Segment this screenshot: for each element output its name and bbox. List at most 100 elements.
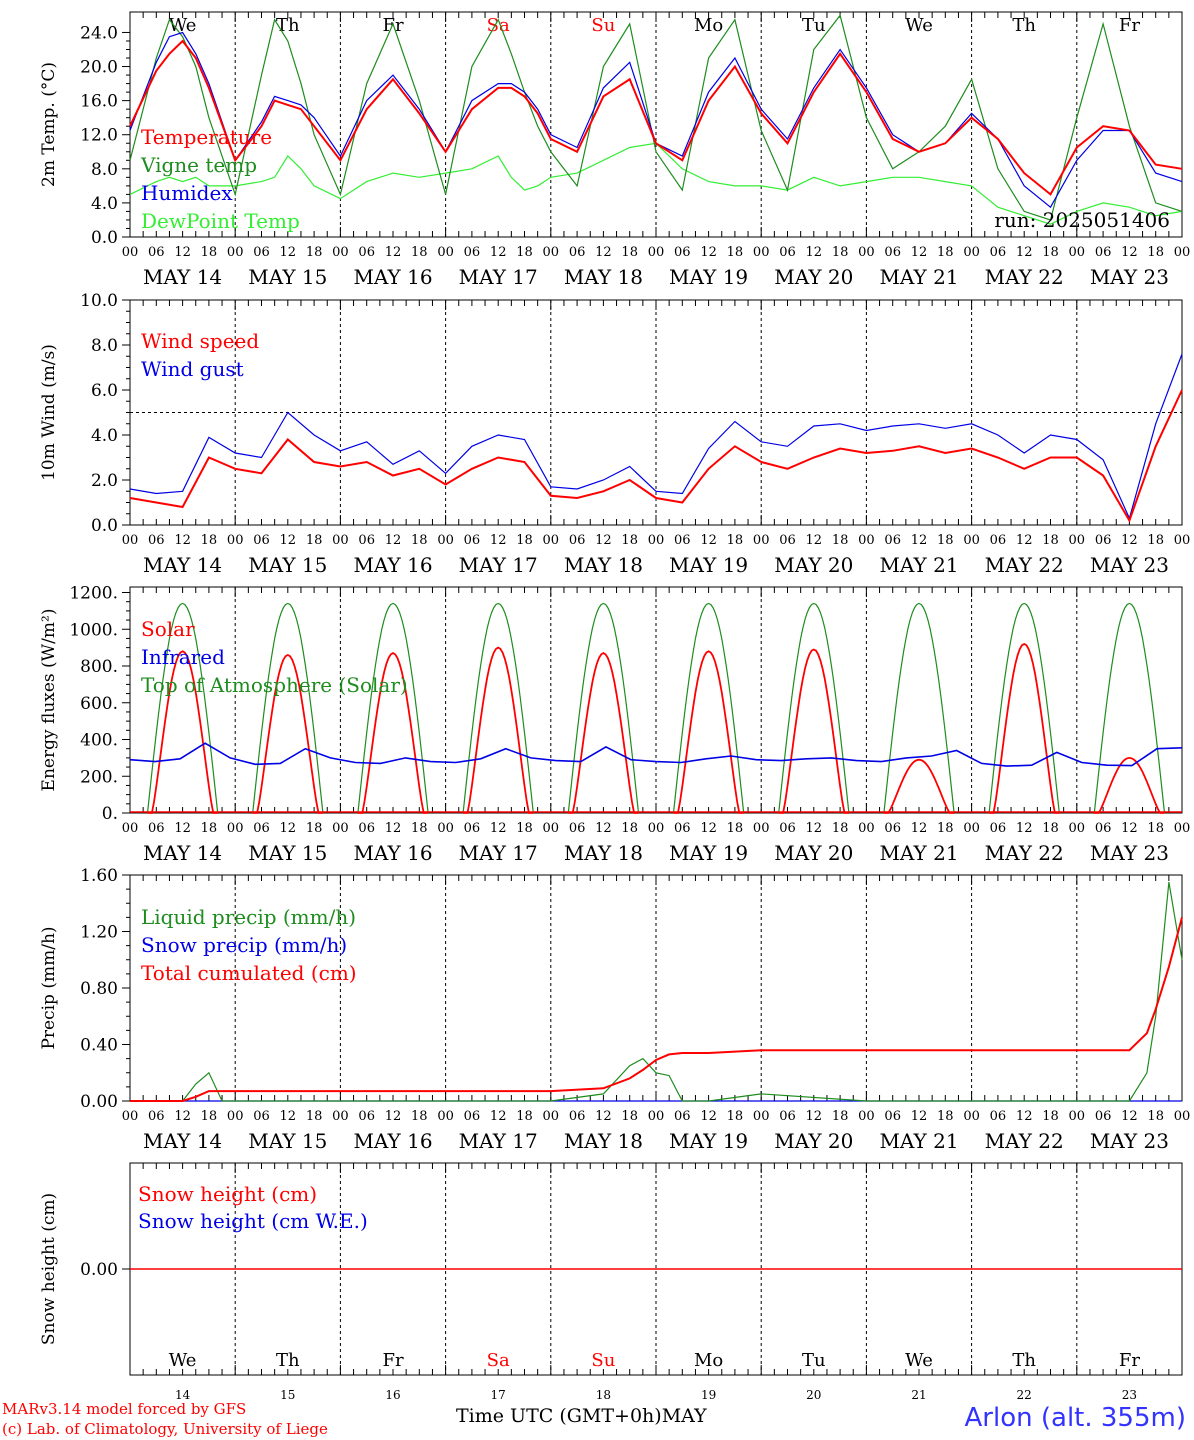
hour-tick-label: 06	[884, 245, 901, 260]
y-tick-label: 0.00	[80, 1092, 118, 1112]
infrared-line	[129, 742, 1183, 767]
y-tick-label: 24.0	[80, 23, 118, 43]
date-label: MAY 17	[459, 1129, 538, 1153]
y-tick-label: 400.	[80, 731, 118, 751]
hour-tick-label: 18	[411, 533, 428, 548]
hour-tick-label: 18	[411, 1109, 428, 1124]
legend-entry: Humidex	[141, 181, 233, 205]
hour-tick-label: 06	[674, 533, 691, 548]
date-label: MAY 21	[879, 1129, 958, 1153]
model-credit: MARv3.14 model forced by GFS	[2, 1400, 247, 1418]
date-label: MAY 18	[564, 1129, 643, 1153]
hour-tick-label: 06	[569, 1109, 586, 1124]
toa-solar-line	[778, 602, 850, 814]
day-name-top: We	[169, 15, 197, 36]
date-label: MAY 14	[143, 1129, 222, 1153]
hour-tick-label: 12	[1016, 245, 1033, 260]
hour-tick-label: 18	[1147, 245, 1164, 260]
date-label: MAY 23	[1090, 1129, 1169, 1153]
hour-tick-label: 18	[832, 245, 849, 260]
date-label: MAY 23	[1090, 553, 1169, 577]
date-label: MAY 20	[774, 1129, 853, 1153]
y-axis-label: Snow height (cm)	[39, 1193, 59, 1345]
date-label: MAY 20	[774, 553, 853, 577]
hour-tick-label: 18	[621, 533, 638, 548]
hour-tick-label: 06	[358, 533, 375, 548]
hour-tick-label: 00	[1174, 821, 1191, 836]
y-tick-label: 1200.	[69, 584, 118, 604]
day-name-bottom: Fr	[1119, 1350, 1140, 1371]
series-line	[129, 14, 1183, 221]
hour-tick-label: 06	[253, 245, 270, 260]
hour-tick-label: 00	[227, 533, 244, 548]
series-line	[129, 142, 1183, 225]
hour-tick-label: 12	[1121, 821, 1138, 836]
hour-tick-label: 12	[174, 245, 191, 260]
hour-tick-label: 00	[753, 533, 770, 548]
hour-tick-label: 12	[911, 821, 928, 836]
day-number: 23	[1122, 1388, 1137, 1402]
series-line	[130, 917, 1183, 1102]
hour-tick-label: 00	[122, 821, 139, 836]
day-name-top: Fr	[1119, 15, 1140, 36]
solar-line	[673, 650, 744, 814]
y-tick-label: 600.	[80, 694, 118, 714]
hour-tick-label: 18	[621, 821, 638, 836]
date-label: MAY 14	[143, 265, 222, 289]
hour-tick-label: 06	[464, 533, 481, 548]
hour-tick-label: 00	[122, 533, 139, 548]
hour-tick-label: 18	[201, 821, 218, 836]
toa-solar-line	[1093, 602, 1166, 814]
hour-tick-label: 12	[174, 533, 191, 548]
hour-tick-label: 00	[1069, 245, 1086, 260]
day-name-bottom: Tu	[802, 1350, 826, 1371]
hour-tick-label: 06	[884, 533, 901, 548]
legend-entry: Total cumulated (cm)	[141, 961, 357, 985]
day-number: 22	[1017, 1388, 1032, 1402]
hour-tick-label: 18	[411, 821, 428, 836]
day-number: 16	[385, 1388, 400, 1402]
day-name-bottom: We	[905, 1350, 933, 1371]
series-line	[129, 389, 1183, 523]
hour-tick-label: 06	[779, 1109, 796, 1124]
date-label: MAY 16	[353, 553, 432, 577]
hour-tick-label: 06	[884, 821, 901, 836]
legend-entry: Wind speed	[141, 329, 259, 353]
hour-tick-label: 18	[516, 1109, 533, 1124]
hour-tick-label: 18	[832, 1109, 849, 1124]
y-tick-label: 1.20	[80, 923, 118, 943]
hour-tick-label: 12	[806, 1109, 823, 1124]
hour-tick-label: 18	[727, 1109, 744, 1124]
hour-tick-label: 00	[122, 1109, 139, 1124]
location-label: Arlon (alt. 355m)	[964, 1403, 1186, 1433]
toa-solar-line	[462, 602, 534, 814]
y-tick-label: 20.0	[80, 58, 118, 78]
legend-entry: Wind gust	[141, 357, 244, 381]
hour-tick-label: 18	[201, 1109, 218, 1124]
date-label: MAY 16	[353, 265, 432, 289]
hour-tick-label: 00	[543, 533, 560, 548]
y-axis-label: 10m Wind (m/s)	[39, 344, 59, 481]
hour-tick-label: 18	[306, 245, 323, 260]
hour-tick-label: 18	[937, 821, 954, 836]
date-label: MAY 18	[564, 265, 643, 289]
date-label: MAY 21	[879, 553, 958, 577]
date-label: MAY 19	[669, 265, 748, 289]
solar-line	[463, 646, 534, 814]
hour-tick-label: 18	[1042, 1109, 1059, 1124]
hour-tick-label: 18	[727, 245, 744, 260]
hour-tick-label: 06	[148, 821, 165, 836]
day-number: 20	[806, 1388, 821, 1402]
solar-line	[568, 652, 639, 814]
month-label: MAY	[661, 1405, 707, 1427]
hour-tick-label: 18	[727, 533, 744, 548]
lab-credit: (c) Lab. of Climatology, University of L…	[2, 1420, 328, 1438]
hour-tick-label: 00	[227, 1109, 244, 1124]
hour-tick-label: 12	[911, 245, 928, 260]
hour-tick-label: 12	[385, 821, 402, 836]
date-label: MAY 22	[985, 1129, 1064, 1153]
hour-tick-label: 00	[648, 821, 665, 836]
hour-tick-label: 12	[700, 245, 717, 260]
y-tick-label: 0.40	[80, 1036, 118, 1056]
hour-tick-label: 00	[332, 533, 349, 548]
